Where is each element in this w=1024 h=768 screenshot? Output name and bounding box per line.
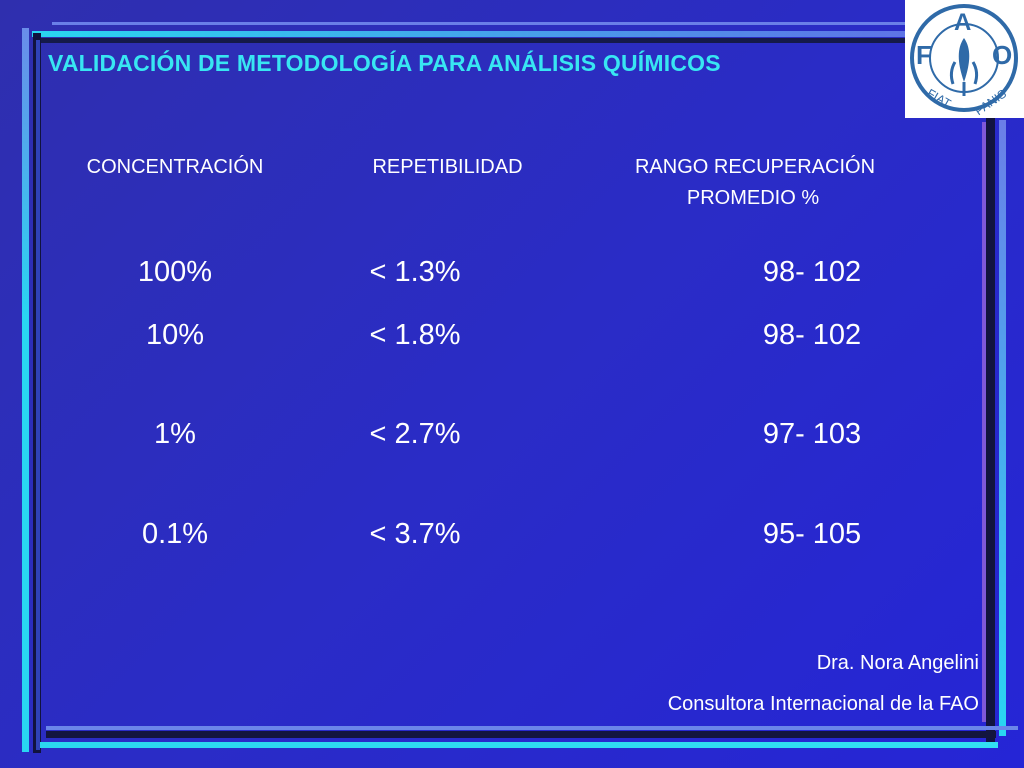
frame-right-dark — [986, 118, 995, 746]
frame-left-blue — [36, 40, 40, 750]
footer-author: Dra. Nora Angelini — [816, 652, 979, 674]
fao-logo-icon: F A O FIAT PANIS — [910, 4, 1018, 118]
frame-bottom-dark — [46, 731, 996, 738]
header-concentration: CONCENTRACIÓN — [86, 156, 264, 178]
header-recovery-line2: PROMEDIO % — [686, 187, 820, 209]
frame-bottom-cyan — [40, 742, 998, 748]
row2-concentration: 10% — [145, 319, 205, 351]
wheat-ear-icon — [958, 38, 970, 82]
frame-right-purple — [982, 122, 986, 722]
row2-repeatability: < 1.8% — [369, 319, 461, 351]
row1-repeatability: < 1.3% — [369, 256, 461, 288]
frame-top-line — [52, 22, 912, 25]
row3-recovery: 97- 103 — [762, 418, 862, 450]
row1-concentration: 100% — [137, 256, 213, 288]
logo-letter-o: O — [992, 40, 1012, 70]
row3-repeatability: < 2.7% — [369, 418, 461, 450]
frame-bottom-light — [46, 726, 1018, 730]
row4-repeatability: < 3.7% — [369, 518, 461, 550]
row1-recovery: 98- 102 — [762, 256, 862, 288]
logo-letter-f: F — [916, 40, 932, 70]
frame-top-cyan — [32, 31, 912, 37]
frame-left-cyan — [22, 28, 29, 752]
header-repeatability: REPETIBILIDAD — [372, 156, 523, 178]
slide-title: VALIDACIÓN DE METODOLOGÍA PARA ANÁLISIS … — [48, 50, 721, 76]
logo-motto-right: PANIS — [972, 87, 1009, 118]
row4-recovery: 95- 105 — [762, 518, 862, 550]
header-recovery-line1: RANGO RECUPERACIÓN — [634, 156, 876, 178]
fao-logo: F A O FIAT PANIS — [905, 0, 1024, 118]
header-recovery: RANGO RECUPERACIÓN PROMEDIO % — [585, 152, 925, 214]
frame-right-cyan — [999, 120, 1006, 736]
frame-top-dark — [38, 38, 912, 43]
footer-role: Consultora Internacional de la FAO — [667, 693, 979, 715]
row4-concentration: 0.1% — [141, 518, 209, 550]
logo-letter-a: A — [954, 9, 971, 36]
row3-concentration: 1% — [154, 418, 196, 450]
row2-recovery: 98- 102 — [762, 319, 862, 351]
